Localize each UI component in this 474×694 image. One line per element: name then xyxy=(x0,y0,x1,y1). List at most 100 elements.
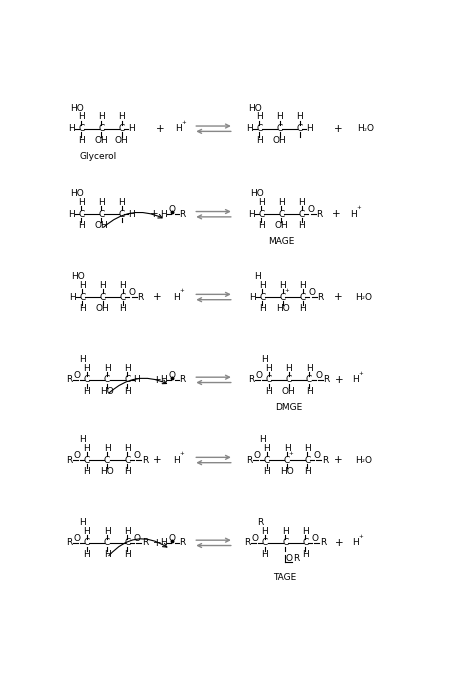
Text: H: H xyxy=(79,355,86,364)
Text: H: H xyxy=(352,539,359,548)
Text: R: R xyxy=(324,375,330,384)
Text: C: C xyxy=(78,210,84,219)
Text: C: C xyxy=(100,293,106,301)
Text: O: O xyxy=(311,534,319,543)
Text: ₂: ₂ xyxy=(362,294,365,300)
Text: DMGE: DMGE xyxy=(275,403,302,412)
Text: +: + xyxy=(288,450,293,455)
Text: H: H xyxy=(304,467,310,476)
Text: H: H xyxy=(258,198,264,207)
Text: O: O xyxy=(366,124,373,133)
Text: H: H xyxy=(83,443,90,452)
Text: O: O xyxy=(313,450,320,459)
Text: H: H xyxy=(265,387,272,396)
Text: +: + xyxy=(154,538,162,548)
Text: +: + xyxy=(334,124,343,134)
Text: H: H xyxy=(79,281,86,290)
Text: H: H xyxy=(352,375,359,384)
Text: R: R xyxy=(316,210,322,219)
Text: H: H xyxy=(262,550,268,559)
Text: H: H xyxy=(98,198,105,207)
Text: OH: OH xyxy=(96,304,109,313)
Text: H: H xyxy=(128,210,135,219)
Text: C: C xyxy=(304,455,310,464)
Text: H: H xyxy=(104,443,110,452)
Text: R: R xyxy=(179,539,185,548)
Text: +: + xyxy=(182,120,187,125)
Text: HO: HO xyxy=(70,104,84,113)
Text: R: R xyxy=(320,539,326,548)
Text: H: H xyxy=(356,455,362,464)
Text: H: H xyxy=(297,112,303,121)
Text: ₂: ₂ xyxy=(362,457,365,463)
Text: +: + xyxy=(284,287,289,293)
Text: +: + xyxy=(356,205,361,210)
Text: C: C xyxy=(278,210,284,219)
Text: HO: HO xyxy=(280,467,294,476)
Text: +: + xyxy=(150,209,159,219)
Text: C: C xyxy=(282,539,288,548)
Text: H: H xyxy=(300,304,306,313)
Text: H: H xyxy=(160,210,167,219)
Text: O: O xyxy=(365,455,371,464)
Text: +: + xyxy=(335,375,344,385)
Text: H: H xyxy=(259,435,266,444)
Text: C: C xyxy=(299,210,305,219)
Text: +: + xyxy=(154,455,162,465)
Text: O: O xyxy=(315,371,322,380)
Text: H: H xyxy=(175,124,182,133)
Text: H: H xyxy=(306,124,313,133)
Text: H: H xyxy=(70,293,76,301)
Text: OH: OH xyxy=(273,136,287,145)
Text: H: H xyxy=(104,550,110,559)
Text: H: H xyxy=(278,198,285,207)
Text: H: H xyxy=(356,293,362,301)
Text: +: + xyxy=(334,292,343,302)
Text: C: C xyxy=(104,539,110,548)
Text: C: C xyxy=(276,124,283,133)
Text: R: R xyxy=(142,455,148,464)
Text: H: H xyxy=(98,112,105,121)
Text: R: R xyxy=(142,539,148,548)
Text: H: H xyxy=(283,443,291,452)
Text: +: + xyxy=(179,451,184,456)
Text: C: C xyxy=(104,375,110,384)
Text: HO: HO xyxy=(71,272,85,281)
Text: R: R xyxy=(257,518,264,527)
Text: C: C xyxy=(262,539,268,548)
Text: +: + xyxy=(156,124,164,134)
Text: C: C xyxy=(264,455,270,464)
Text: H: H xyxy=(304,443,310,452)
Text: +: + xyxy=(359,371,364,376)
Text: O: O xyxy=(129,288,136,297)
Text: O: O xyxy=(73,534,81,543)
Text: O: O xyxy=(308,205,315,214)
Text: H: H xyxy=(357,124,364,133)
Text: H: H xyxy=(298,221,305,230)
Text: H: H xyxy=(279,281,286,290)
Text: R: R xyxy=(317,293,324,301)
Text: H: H xyxy=(119,304,126,313)
Text: O: O xyxy=(73,371,81,380)
Text: OH: OH xyxy=(115,136,128,145)
Text: R: R xyxy=(322,455,328,464)
Text: +: + xyxy=(359,534,364,539)
Text: H: H xyxy=(256,136,263,145)
Text: O: O xyxy=(169,534,176,543)
Text: H: H xyxy=(160,375,167,384)
Text: OH: OH xyxy=(274,221,288,230)
Text: H: H xyxy=(350,210,356,219)
Text: H: H xyxy=(258,221,264,230)
Text: C: C xyxy=(99,124,105,133)
Text: O: O xyxy=(73,450,81,459)
Text: H: H xyxy=(118,112,125,121)
Text: O: O xyxy=(255,371,262,380)
Text: H: H xyxy=(79,435,86,444)
Text: R: R xyxy=(244,539,250,548)
Text: Glycerol: Glycerol xyxy=(79,152,117,161)
Text: HO: HO xyxy=(100,467,114,476)
Text: H: H xyxy=(300,281,306,290)
Text: C: C xyxy=(259,293,265,301)
Text: H: H xyxy=(104,364,110,373)
Text: C: C xyxy=(124,455,130,464)
